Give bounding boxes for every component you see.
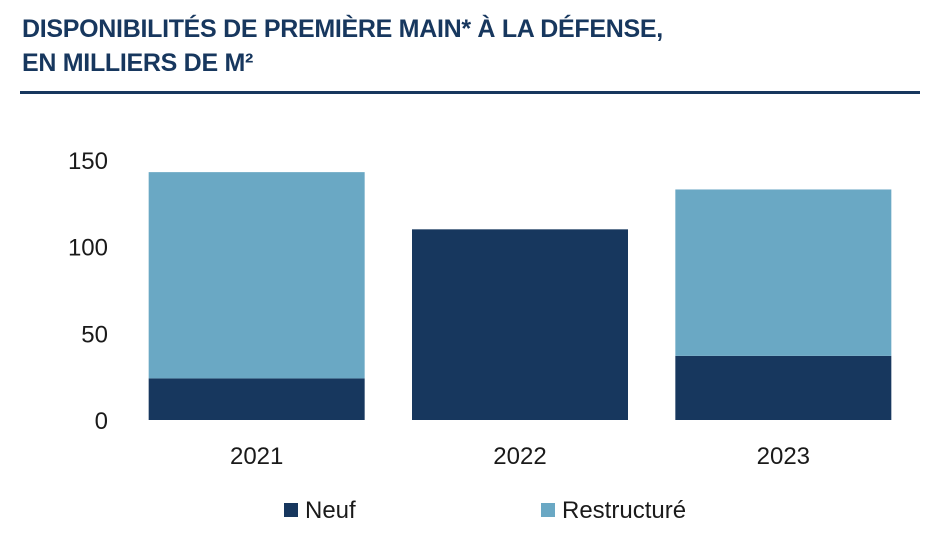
y-tick-label: 0 (95, 408, 108, 435)
x-tick-label: 2021 (230, 443, 283, 470)
legend-swatch-restructure (541, 503, 555, 517)
chart-title-line-1: DISPONIBILITÉS DE PREMIÈRE MAIN* À LA DÉ… (22, 15, 663, 43)
bar-restructure-2023 (675, 189, 892, 356)
chart-title: DISPONIBILITÉS DE PREMIÈRE MAIN* À LA DÉ… (22, 12, 922, 80)
bar-neuf-2021 (148, 378, 365, 420)
bar-neuf-2023 (675, 355, 892, 420)
chart-title-line-2: EN MILLIERS DE M² (22, 49, 254, 77)
title-divider (20, 91, 920, 94)
legend-label-restructure: Restructuré (562, 497, 686, 524)
bar-neuf-2022 (412, 229, 628, 420)
y-tick-label: 100 (68, 235, 108, 262)
legend-swatch-neuf (284, 503, 298, 517)
y-tick-label: 150 (68, 148, 108, 175)
x-tick-label: 2022 (493, 443, 546, 470)
bar-restructure-2021 (148, 172, 365, 379)
y-tick-label: 50 (81, 321, 108, 348)
x-tick-label: 2023 (757, 443, 810, 470)
legend-label-neuf: Neuf (305, 497, 356, 524)
